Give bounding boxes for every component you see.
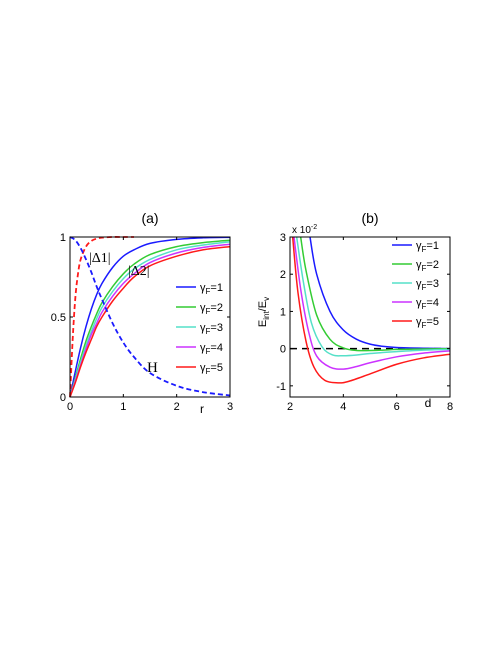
- b-legend-label: γF=3: [416, 278, 439, 292]
- annotation-delta1: |Δ1|: [89, 251, 111, 266]
- b-xtick-label: 4: [340, 401, 346, 413]
- b-series-3: [295, 237, 450, 357]
- panel-b-ylabel: Eint/Ev: [257, 297, 271, 327]
- b-ytick-label: 3: [280, 232, 286, 244]
- a-xtick-label: 3: [227, 401, 233, 413]
- b-series-2: [299, 237, 450, 352]
- b-series-5: [291, 237, 450, 384]
- b-xtick-label: 6: [394, 401, 400, 413]
- panel-b: (b) x 10-2 2 4 6 8 -1 0 1 2 3 d Eint/Ev γF=1 γF=2…: [257, 210, 453, 413]
- a-legend-label: γF=1: [200, 282, 223, 296]
- a-legend-label: γF=4: [200, 342, 223, 356]
- b-legend-label: γF=4: [416, 297, 439, 311]
- a-xtick-label: 0: [67, 401, 73, 413]
- b-ytick-label: 1: [280, 306, 286, 318]
- b-legend-label: γF=2: [416, 259, 439, 273]
- b-xtick-label: 2: [287, 401, 293, 413]
- b-series-1: [309, 237, 450, 350]
- a-xtick-label: 2: [174, 401, 180, 413]
- panel-b-multiplier: x 10-2: [292, 224, 317, 236]
- panel-a-label: (a): [141, 210, 158, 226]
- a-series-6: [69, 236, 134, 398]
- panel-b-frame: [289, 236, 451, 398]
- annotation-h: H: [147, 360, 158, 376]
- a-legend-label: γF=3: [200, 322, 223, 336]
- a-legend-label: γF=5: [200, 362, 223, 376]
- a-ytick-label: 0: [60, 392, 66, 404]
- b-ytick-label: 2: [280, 269, 286, 281]
- b-series-4: [293, 237, 450, 370]
- a-series-3: [69, 241, 231, 398]
- a-ytick-label: 1: [60, 232, 66, 244]
- a-xtick-label: 1: [120, 401, 126, 413]
- panel-a-xlabel: r: [200, 402, 204, 416]
- b-ytick-label: 0: [280, 344, 286, 356]
- a-ytick-label: 0.5: [51, 312, 66, 324]
- panel-b-label: (b): [361, 210, 378, 226]
- b-legend-label: γF=1: [416, 240, 439, 254]
- a-series-1: [69, 236, 231, 398]
- panel-a: (a) 0 1 2 3 0 0.5 1 r |Δ1| |Δ2| H γF=1 γF=2 γF=3…: [51, 210, 233, 416]
- b-ytick-label: -1: [276, 381, 286, 393]
- a-series-2: [69, 239, 231, 398]
- b-legend-label: γF=5: [416, 316, 439, 330]
- b-xtick-label: 8: [447, 401, 453, 413]
- annotation-delta2: |Δ2|: [128, 264, 150, 279]
- a-legend-label: γF=2: [200, 302, 223, 316]
- a-series-7: [69, 236, 231, 397]
- panel-b-xlabel: d: [425, 396, 432, 410]
